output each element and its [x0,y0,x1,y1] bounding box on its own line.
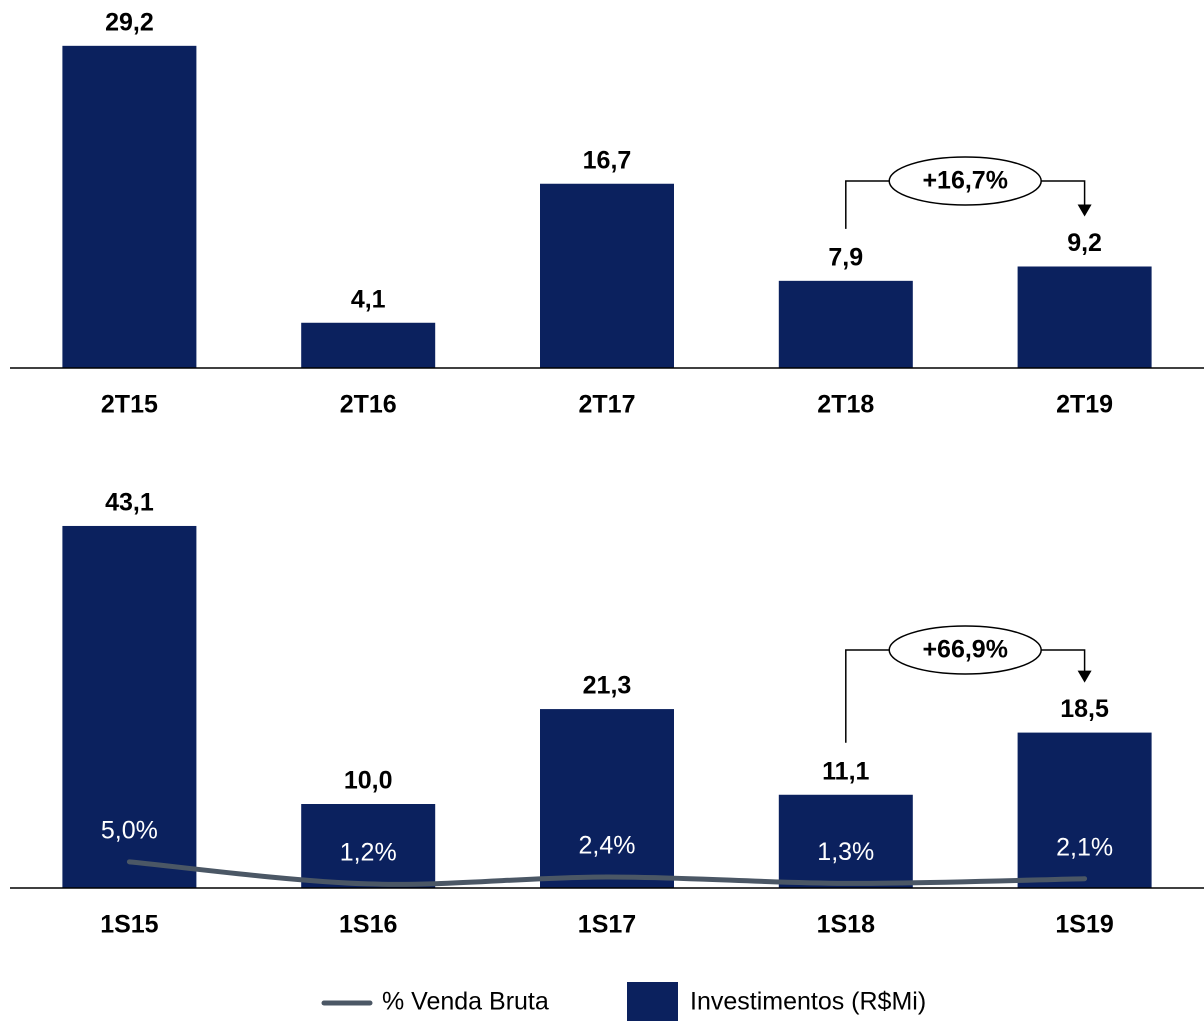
line-value-label: 2,1% [1056,833,1113,861]
bar [778,280,913,368]
bar [778,794,913,888]
line-value-label: 1,3% [817,838,874,866]
annotation-arrow [1077,670,1092,683]
x-tick-label: 1S18 [817,911,875,939]
bar [540,709,674,888]
bar-value-label: 7,9 [828,243,863,271]
line [126,859,1088,887]
annotation-ellipse [888,156,1042,206]
line-value-label: 1,2% [340,839,397,867]
line-value-label: 2,4% [579,832,636,860]
x-tick-label: 1S19 [1055,911,1113,939]
line-value-label: 5,0% [101,816,158,844]
x-tick-label: 2T19 [1056,391,1113,419]
x-tick-label: 1S15 [100,911,158,939]
annotation-ellipse [888,625,1042,675]
x-tick-label: 2T16 [340,391,397,419]
legend-bar-swatch [627,982,678,1021]
x-tick-label: 1S17 [578,911,636,939]
legend-label: % Venda Bruta [382,988,549,1016]
bar [1017,266,1152,368]
bar [301,322,436,368]
bar-value-label: 4,1 [351,285,386,313]
x-tick-label: 2T15 [101,391,158,419]
x-tick-label: 2T18 [817,391,874,419]
bar-value-label: 9,2 [1067,229,1102,257]
x-tick-label: 1S16 [339,911,397,939]
annotation: +66,9% [922,636,1008,664]
bar [540,183,674,368]
bar [301,804,436,888]
bar-value-label: 11,1 [822,757,869,785]
x-tick-label: 2T17 [579,391,636,419]
bar [1017,732,1152,888]
bar [62,45,197,369]
bar [62,525,197,888]
bar-value-label: 16,7 [583,146,632,174]
annotation-arrow [1077,204,1092,217]
bar-value-label: 18,5 [1060,695,1109,723]
legend-label: Investimentos (R$Mi) [690,988,926,1016]
bar-value-label: 21,3 [583,672,632,700]
bar-value-label: 43,1 [105,489,154,517]
bar-value-label: 29,2 [105,8,154,36]
bar-value-label: 10,0 [344,767,393,795]
annotation: +16,7% [922,167,1008,195]
